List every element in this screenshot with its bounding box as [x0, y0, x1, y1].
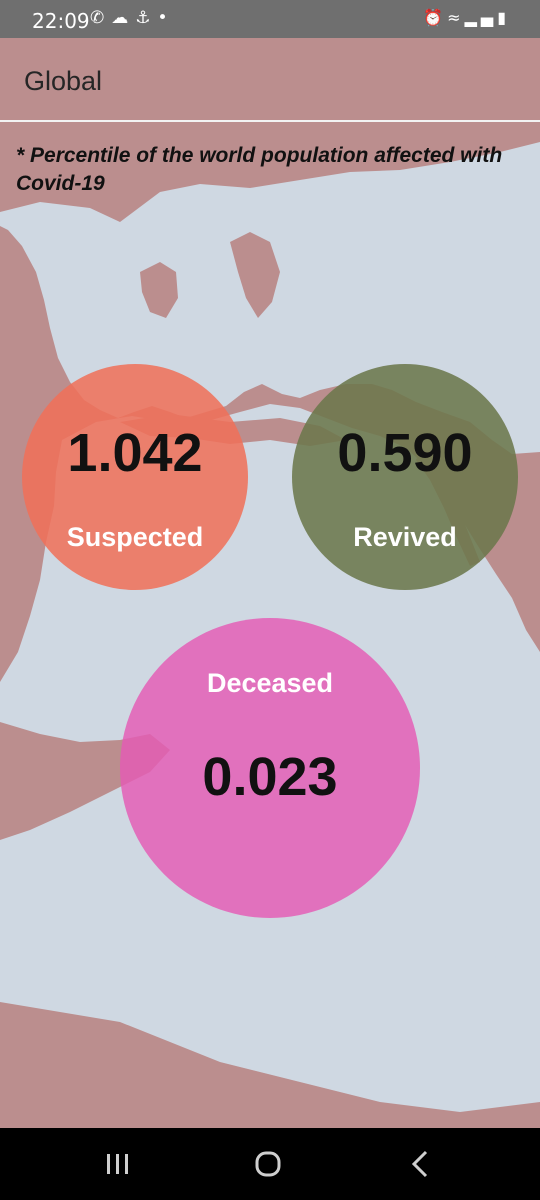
page-title: Global	[24, 66, 103, 96]
recents-icon	[107, 1154, 128, 1174]
deceased-bubble: Deceased 0.023	[120, 618, 420, 918]
back-icon	[411, 1150, 428, 1178]
whatsapp-icon: ✆	[90, 8, 112, 28]
back-button[interactable]	[390, 1144, 450, 1184]
navigation-bar	[0, 1128, 540, 1200]
revived-value: 0.590	[337, 423, 473, 483]
status-bar: 22:09 ✆☁⚓• ⏰≈▂▄▮	[0, 0, 540, 38]
home-button[interactable]	[238, 1144, 298, 1184]
dot-icon: •	[157, 8, 175, 28]
notification-icon: ⚓	[135, 8, 158, 28]
suspected-label: Suspected	[66, 522, 204, 552]
battery-icon: ▮	[497, 8, 510, 27]
revived-label: Revived	[353, 522, 457, 552]
suspected-bubble: 1.042 Suspected	[22, 364, 248, 590]
alarm-icon: ⏰	[423, 8, 448, 27]
wifi-icon: ≈	[447, 8, 465, 27]
home-icon	[255, 1151, 281, 1177]
status-time: 22:09	[32, 9, 90, 33]
deceased-label: Deceased	[206, 668, 334, 698]
revived-bubble: 0.590 Revived	[292, 364, 518, 590]
deceased-value: 0.023	[202, 747, 338, 807]
recents-button[interactable]	[88, 1144, 148, 1184]
status-left-icons: ✆☁⚓•	[90, 8, 175, 28]
cloud-icon: ☁	[111, 8, 136, 28]
app-bar: Global	[0, 38, 540, 122]
suspected-value: 1.042	[67, 423, 203, 483]
signal-icon: ▂▄	[464, 8, 498, 27]
disclaimer-note: * Percentile of the world population aff…	[16, 144, 503, 195]
content-area: * Percentile of the world population aff…	[0, 122, 540, 1128]
status-right-icons: ⏰≈▂▄▮	[423, 8, 510, 27]
